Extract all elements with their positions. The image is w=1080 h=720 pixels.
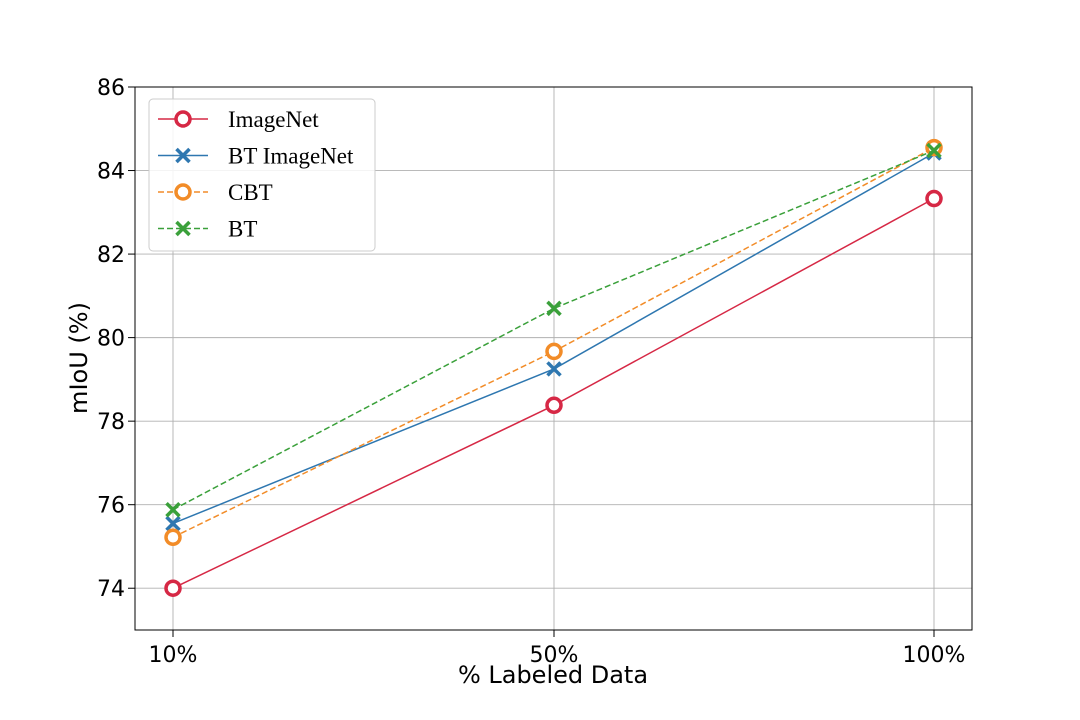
data-point-bt — [926, 142, 942, 159]
legend-item-imagenet: ImageNet — [158, 107, 319, 132]
legend-marker-imagenet — [174, 110, 192, 128]
series-line-bt — [172, 149, 935, 511]
data-point-imagenet — [545, 396, 563, 415]
y-tick-label: 86 — [97, 76, 125, 101]
x-tick-label: 10% — [149, 643, 198, 668]
series-bt — [165, 142, 942, 518]
y-tick-label: 84 — [97, 160, 125, 185]
legend-label-bt: BT — [228, 217, 257, 242]
data-point-bt-imagenet — [165, 515, 181, 532]
legend-item-bt-imagenet: BT ImageNet — [158, 144, 354, 169]
legend-marker-bt — [175, 220, 191, 237]
legend: ImageNet BT ImageNet CBT BT — [148, 98, 376, 252]
legend-label-imagenet: ImageNet — [228, 107, 319, 132]
legend-marker-cbt — [174, 183, 192, 201]
y-tick-label: 82 — [97, 243, 125, 268]
y-tick-label: 76 — [97, 494, 125, 519]
x-tick-label: 100% — [903, 643, 966, 668]
data-point-bt — [165, 501, 181, 518]
data-point-bt — [546, 300, 562, 317]
data-point-cbt — [164, 528, 182, 547]
legend-marker-bt-imagenet — [175, 147, 191, 164]
legend-label-cbt: CBT — [228, 180, 273, 205]
series-bt-imagenet — [165, 145, 942, 532]
x-axis-title: % Labeled Data — [458, 661, 648, 689]
x-tick-label: 50% — [530, 643, 579, 668]
axis-ticks: 10% 50% 100% 74 76 78 80 82 84 86 — [97, 76, 965, 668]
legend-label-bt-imagenet: BT ImageNet — [228, 144, 354, 169]
legend-item-cbt: CBT — [158, 180, 273, 205]
data-point-imagenet — [925, 189, 943, 208]
legend-box — [148, 98, 376, 252]
data-point-imagenet — [164, 579, 182, 597]
data-point-bt-imagenet — [546, 361, 562, 377]
y-tick-label: 80 — [97, 327, 125, 352]
series-cbt — [164, 138, 943, 547]
data-point-cbt — [545, 342, 563, 361]
legend-item-bt: BT — [158, 217, 257, 242]
y-tick-label: 74 — [97, 577, 125, 602]
y-tick-label: 78 — [97, 410, 125, 435]
series-imagenet — [164, 189, 943, 597]
data-point-cbt — [925, 138, 943, 157]
series-line-imagenet — [172, 197, 935, 589]
y-axis-title: mIoU (%) — [65, 302, 93, 414]
series-lines — [164, 138, 943, 597]
